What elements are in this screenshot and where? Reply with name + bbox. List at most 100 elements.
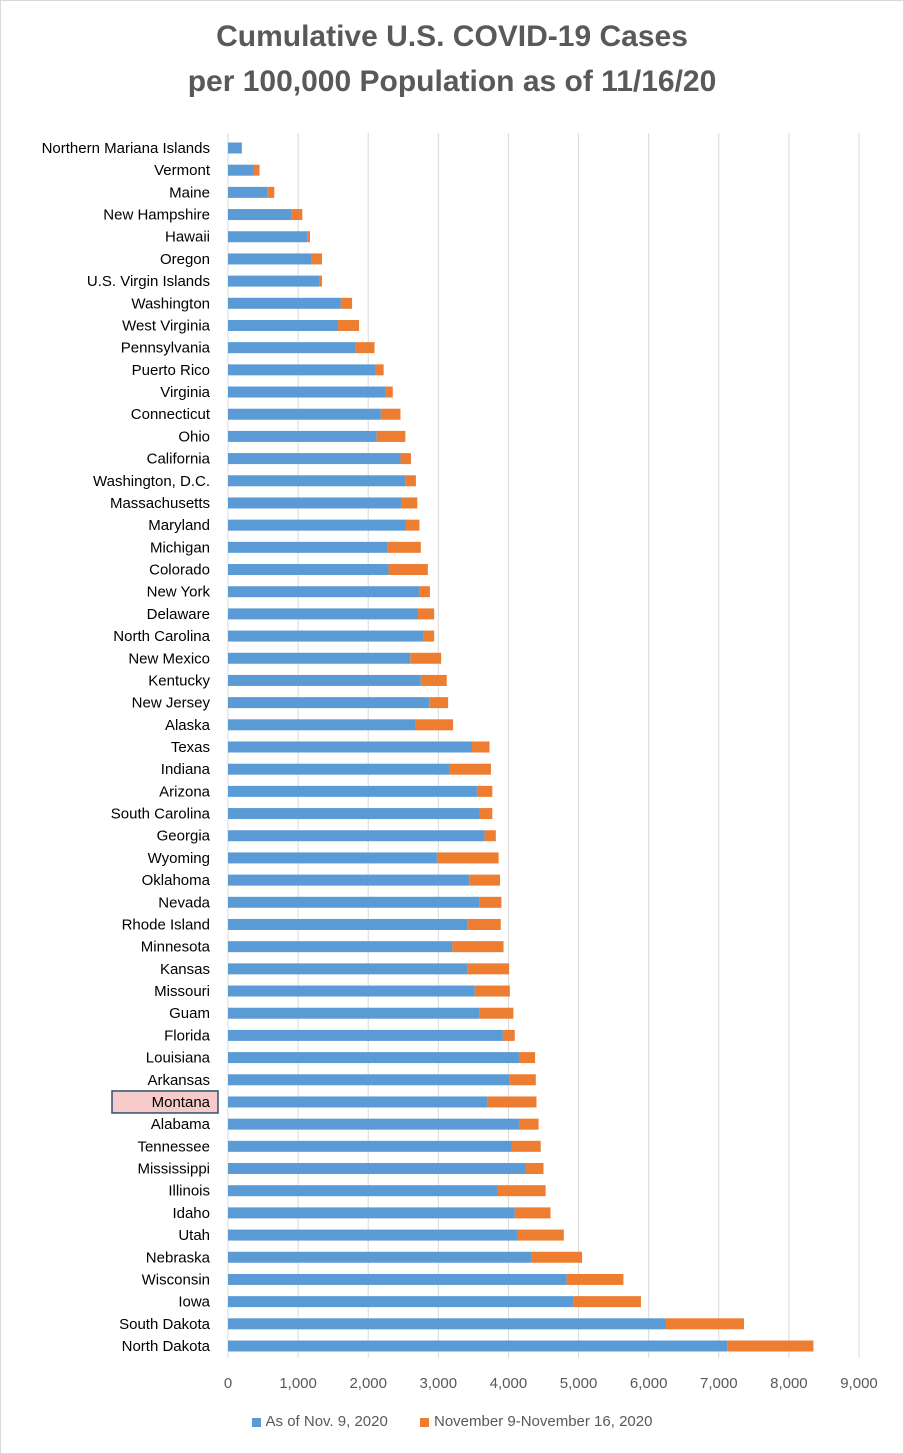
category-label: Puerto Rico [132, 362, 210, 379]
bar-series-1 [228, 386, 386, 398]
bar-series-2 [267, 186, 275, 198]
bar-series-1 [228, 142, 242, 154]
bar-series-2 [410, 652, 442, 664]
category-label: Hawaii [165, 229, 210, 246]
bar-series-2 [509, 1074, 536, 1086]
bar-series-2 [467, 963, 510, 975]
x-tick-label-9: 9,000 [840, 1375, 878, 1392]
bar-series-2 [405, 475, 416, 487]
bar-series-1 [228, 497, 402, 509]
category-label: Michigan [150, 539, 210, 556]
bar-series-1 [228, 297, 341, 309]
category-label: South Carolina [111, 806, 211, 823]
bar-series-2 [387, 541, 421, 553]
category-label: Arizona [159, 783, 211, 800]
bar-series-1 [228, 164, 254, 176]
bar-series-1 [228, 1163, 526, 1175]
bar-series-2 [514, 1207, 551, 1219]
category-label: New Hampshire [103, 207, 210, 224]
category-label: Maryland [148, 517, 210, 534]
bar-series-2 [511, 1140, 541, 1152]
bar-series-1 [228, 586, 420, 598]
category-label: Texas [171, 739, 210, 756]
category-label: Utah [178, 1227, 210, 1244]
x-tick-label-5: 5,000 [560, 1375, 598, 1392]
bar-series-2 [502, 1029, 515, 1041]
bar-series-2 [338, 319, 360, 331]
bar-series-1 [228, 1052, 519, 1064]
bar-series-2 [241, 142, 243, 154]
category-label: Colorado [149, 562, 210, 579]
category-label: North Dakota [122, 1338, 211, 1355]
bar-series-2 [420, 674, 447, 686]
category-label: Pennsylvania [121, 340, 211, 357]
legend-swatch-series-1 [251, 1417, 261, 1427]
bar-series-2 [497, 1185, 546, 1197]
bar-series-1 [228, 674, 421, 686]
bar-series-2 [406, 519, 420, 531]
bar-series-1 [228, 963, 468, 975]
bar-series-1 [228, 541, 388, 553]
bar-series-1 [228, 1029, 503, 1041]
category-label: North Carolina [113, 628, 210, 645]
bar-series-1 [228, 652, 411, 664]
x-tick-label-8: 8,000 [770, 1375, 808, 1392]
category-label: Arkansas [147, 1072, 210, 1089]
category-label: Washington, D.C. [93, 473, 210, 490]
category-label: Minnesota [141, 939, 211, 956]
bar-series-1 [228, 1318, 666, 1330]
bar-series-1 [228, 719, 416, 731]
category-label: Nebraska [146, 1249, 211, 1266]
category-label: Nevada [158, 894, 210, 911]
category-label: Mississippi [137, 1161, 210, 1178]
bar-series-2 [479, 896, 502, 908]
bar-series-1 [228, 1185, 498, 1197]
x-tick-label-6: 6,000 [630, 1375, 668, 1392]
legend-item-series-1: As of Nov. 9, 2020 [251, 1413, 388, 1430]
category-label: New Mexico [128, 650, 210, 667]
bar-series-1 [228, 519, 407, 531]
category-label: Illinois [168, 1183, 210, 1200]
category-label: New York [147, 584, 211, 601]
category-label: Guam [169, 1005, 210, 1022]
bar-series-2 [311, 253, 322, 265]
category-label: Alaska [165, 717, 211, 734]
category-label: Missouri [154, 983, 210, 1000]
bar-series-1 [228, 874, 470, 886]
bar-series-1 [228, 1251, 532, 1263]
bar-series-2 [380, 408, 401, 420]
bar-series-1 [228, 275, 320, 287]
bar-series-2 [429, 697, 449, 709]
bar-series-1 [228, 408, 381, 420]
category-label: Louisiana [146, 1050, 211, 1067]
bar-series-1 [228, 1296, 574, 1308]
bar-series-1 [228, 763, 450, 775]
category-label: Delaware [147, 606, 210, 623]
bar-series-1 [228, 319, 339, 331]
category-label: Maine [169, 184, 210, 201]
bar-series-1 [228, 608, 419, 620]
category-label: Tennessee [137, 1138, 210, 1155]
bar-series-1 [228, 630, 424, 642]
bar-series-1 [228, 186, 268, 198]
chart-title-line-1: Cumulative U.S. COVID-19 Cases [216, 20, 688, 53]
category-label: Iowa [178, 1294, 210, 1311]
x-tick-label-7: 7,000 [700, 1375, 738, 1392]
bar-series-2 [436, 852, 499, 864]
category-label: Wyoming [148, 850, 210, 867]
category-label: Alabama [151, 1116, 211, 1133]
category-label: U.S. Virgin Islands [87, 273, 210, 290]
x-tick-label-4: 4,000 [490, 1375, 528, 1392]
category-label: Washington [131, 295, 210, 312]
bar-series-1 [228, 430, 377, 442]
bar-series-1 [228, 1118, 519, 1130]
category-label: Kentucky [148, 672, 210, 689]
bar-series-2 [388, 564, 428, 576]
bar-series-2 [423, 630, 435, 642]
bar-series-2 [291, 209, 303, 221]
bar-series-2 [531, 1251, 583, 1263]
category-label: Ohio [178, 428, 210, 445]
bar-series-2 [474, 985, 510, 997]
bar-series-2 [525, 1163, 544, 1175]
bar-series-2 [727, 1340, 814, 1352]
